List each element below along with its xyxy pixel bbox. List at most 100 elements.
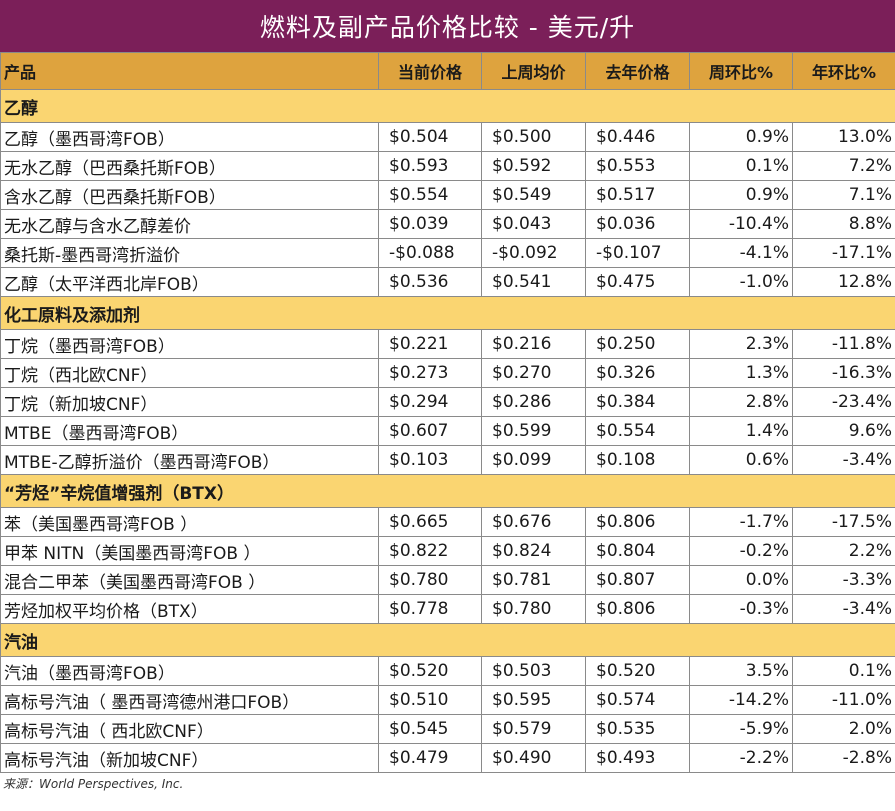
current-price: $0.545: [378, 714, 482, 744]
week-over-week-pct: 2.3%: [689, 329, 793, 359]
year-over-year-pct: 0.1%: [792, 656, 895, 686]
last-year-price: $0.553: [585, 151, 690, 181]
section-row: “芳烃”辛烷值增强剂（BTX）: [0, 474, 895, 508]
last-week-avg: $0.043: [481, 209, 586, 239]
year-over-year-pct: 9.6%: [792, 416, 895, 446]
table-header-row: 产品 当前价格 上周均价 去年价格 周环比% 年环比%: [0, 52, 895, 90]
week-over-week-pct: 0.6%: [689, 445, 793, 475]
last-year-price: $0.326: [585, 358, 690, 388]
year-over-year-pct: 13.0%: [792, 122, 895, 152]
current-price: $0.510: [378, 685, 482, 715]
table-row: 无水乙醇与含水乙醇差价 $0.039 $0.043 $0.036 -10.4% 8.8%: [0, 209, 895, 239]
last-year-price: $0.475: [585, 267, 690, 297]
year-over-year-pct: 12.8%: [792, 267, 895, 297]
product-name: 无水乙醇与含水乙醇差价: [0, 209, 379, 239]
week-over-week-pct: 2.8%: [689, 387, 793, 417]
table-row: 高标号汽油（ 西北欧CNF） $0.545 $0.579 $0.535 -5.9% 2.0…: [0, 714, 895, 744]
year-over-year-pct: 7.2%: [792, 151, 895, 181]
product-name: 丁烷（墨西哥湾FOB）: [0, 329, 379, 359]
section-row: 乙醇: [0, 89, 895, 123]
header-year-over-year: 年环比%: [792, 52, 895, 90]
week-over-week-pct: 3.5%: [689, 656, 793, 686]
product-name: 高标号汽油（新加坡CNF）: [0, 743, 379, 773]
current-price: $0.778: [378, 594, 482, 624]
week-over-week-pct: -5.9%: [689, 714, 793, 744]
year-over-year-pct: -3.4%: [792, 445, 895, 475]
week-over-week-pct: 1.4%: [689, 416, 793, 446]
week-over-week-pct: -1.0%: [689, 267, 793, 297]
year-over-year-pct: -23.4%: [792, 387, 895, 417]
table-row: 丁烷（新加坡CNF） $0.294 $0.286 $0.384 2.8% -23.4%: [0, 387, 895, 417]
table-row: 含水乙醇（巴西桑托斯FOB） $0.554 $0.549 $0.517 0.9% 7.1%: [0, 180, 895, 210]
year-over-year-pct: -3.3%: [792, 565, 895, 595]
product-name: 无水乙醇（巴西桑托斯FOB）: [0, 151, 379, 181]
last-year-price: $0.384: [585, 387, 690, 417]
last-year-price: $0.250: [585, 329, 690, 359]
last-week-avg: $0.780: [481, 594, 586, 624]
current-price: $0.536: [378, 267, 482, 297]
table-row: 丁烷（墨西哥湾FOB） $0.221 $0.216 $0.250 2.3% -11.8%: [0, 329, 895, 359]
last-year-price: $0.493: [585, 743, 690, 773]
table-row: 高标号汽油（新加坡CNF） $0.479 $0.490 $0.493 -2.2% -2.8…: [0, 743, 895, 773]
week-over-week-pct: 0.0%: [689, 565, 793, 595]
current-price: $0.103: [378, 445, 482, 475]
source-note: 来源：World Perspectives, Inc.: [3, 777, 184, 791]
year-over-year-pct: 2.2%: [792, 536, 895, 566]
last-year-price: $0.036: [585, 209, 690, 239]
table-row: 芳烃加权平均价格（BTX） $0.778 $0.780 $0.806 -0.3% -3.4…: [0, 594, 895, 624]
year-over-year-pct: -16.3%: [792, 358, 895, 388]
current-price: $0.593: [378, 151, 482, 181]
current-price: $0.554: [378, 180, 482, 210]
product-name: 乙醇（墨西哥湾FOB）: [0, 122, 379, 152]
last-week-avg: $0.592: [481, 151, 586, 181]
year-over-year-pct: -17.1%: [792, 238, 895, 268]
year-over-year-pct: -2.8%: [792, 743, 895, 773]
section-row: 化工原料及添加剂: [0, 296, 895, 330]
week-over-week-pct: -4.1%: [689, 238, 793, 268]
section-title: 乙醇: [0, 89, 895, 123]
last-year-price: $0.108: [585, 445, 690, 475]
last-year-price: $0.517: [585, 180, 690, 210]
week-over-week-pct: 0.9%: [689, 180, 793, 210]
product-name: 甲苯 NITN（美国墨西哥湾FOB ）: [0, 536, 379, 566]
last-week-avg: $0.824: [481, 536, 586, 566]
current-price: $0.607: [378, 416, 482, 446]
week-over-week-pct: -14.2%: [689, 685, 793, 715]
product-name: 混合二甲苯（美国墨西哥湾FOB ）: [0, 565, 379, 595]
week-over-week-pct: -1.7%: [689, 507, 793, 537]
product-name: 高标号汽油（ 西北欧CNF）: [0, 714, 379, 744]
table-row: MTBE（墨西哥湾FOB） $0.607 $0.599 $0.554 1.4% 9.6%: [0, 416, 895, 446]
product-name: 汽油（墨西哥湾FOB）: [0, 656, 379, 686]
year-over-year-pct: -3.4%: [792, 594, 895, 624]
week-over-week-pct: -10.4%: [689, 209, 793, 239]
table-body: 乙醇 乙醇（墨西哥湾FOB） $0.504 $0.500 $0.446 0.9% 13.0%…: [0, 89, 895, 773]
product-name: MTBE（墨西哥湾FOB）: [0, 416, 379, 446]
table-row: MTBE-乙醇折溢价（墨西哥湾FOB） $0.103 $0.099 $0.108 0.6…: [0, 445, 895, 475]
last-year-price: $0.804: [585, 536, 690, 566]
product-name: 高标号汽油（ 墨西哥湾德州港口FOB）: [0, 685, 379, 715]
last-week-avg: $0.595: [481, 685, 586, 715]
current-price: $0.039: [378, 209, 482, 239]
current-price: $0.520: [378, 656, 482, 686]
table-row: 苯（美国墨西哥湾FOB ） $0.665 $0.676 $0.806 -1.7% -17.…: [0, 507, 895, 537]
current-price: $0.504: [378, 122, 482, 152]
header-current-price: 当前价格: [378, 52, 482, 90]
header-week-over-week: 周环比%: [689, 52, 793, 90]
last-week-avg: -$0.092: [481, 238, 586, 268]
week-over-week-pct: -0.3%: [689, 594, 793, 624]
current-price: $0.780: [378, 565, 482, 595]
last-year-price: $0.574: [585, 685, 690, 715]
last-week-avg: $0.270: [481, 358, 586, 388]
week-over-week-pct: -2.2%: [689, 743, 793, 773]
last-year-price: $0.554: [585, 416, 690, 446]
product-name: 丁烷（西北欧CNF）: [0, 358, 379, 388]
header-last-week-avg: 上周均价: [481, 52, 586, 90]
year-over-year-pct: 2.0%: [792, 714, 895, 744]
product-name: 芳烃加权平均价格（BTX）: [0, 594, 379, 624]
current-price: -$0.088: [378, 238, 482, 268]
section-title: “芳烃”辛烷值增强剂（BTX）: [0, 474, 895, 508]
last-week-avg: $0.599: [481, 416, 586, 446]
current-price: $0.273: [378, 358, 482, 388]
product-name: 苯（美国墨西哥湾FOB ）: [0, 507, 379, 537]
last-week-avg: $0.781: [481, 565, 586, 595]
